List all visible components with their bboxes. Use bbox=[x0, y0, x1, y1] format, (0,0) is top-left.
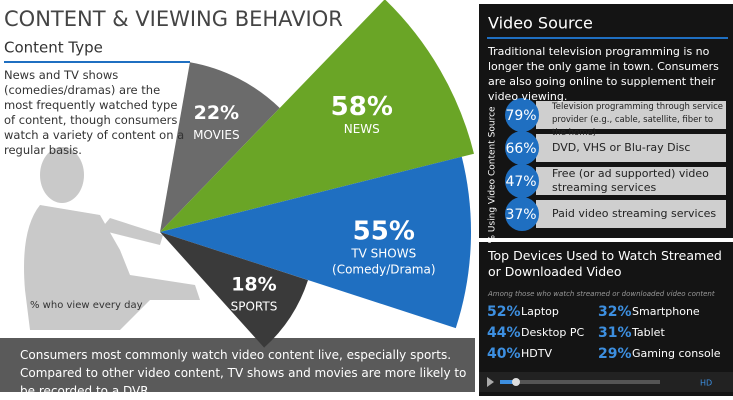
bar-label: Paid video streaming services bbox=[552, 207, 717, 220]
sector bbox=[160, 0, 474, 232]
sector bbox=[160, 232, 308, 348]
sector-label: NEWS bbox=[344, 122, 380, 136]
bar-bg bbox=[536, 134, 726, 162]
stat-label: HDTV bbox=[521, 347, 552, 360]
sector bbox=[160, 62, 280, 232]
stat-value: 40% bbox=[487, 346, 521, 362]
divider bbox=[479, 238, 733, 242]
value-circle bbox=[505, 164, 539, 198]
value-circle bbox=[505, 197, 539, 231]
value-label: 47% bbox=[505, 174, 536, 190]
bar-bg bbox=[536, 167, 726, 195]
value-circle bbox=[505, 98, 539, 132]
panel-subtitle: Traditional television programming is no… bbox=[488, 45, 719, 103]
value-label: 37% bbox=[505, 207, 536, 223]
description: News and TV shows (comedies/dramas) are … bbox=[4, 68, 185, 157]
sector-label: TV SHOWS bbox=[350, 246, 416, 260]
panel-title: Top Devices Used to Watch Streamed or Do… bbox=[488, 248, 722, 279]
stat-value: 44% bbox=[487, 325, 521, 341]
stat-label: Gaming console bbox=[632, 347, 721, 360]
bar-label: Television programming through service p… bbox=[552, 102, 723, 138]
sector-sublabel: (Comedy/Drama) bbox=[332, 262, 436, 276]
silhouette bbox=[24, 147, 200, 330]
panel-subtitle: Among those who watch streamed or downlo… bbox=[488, 290, 715, 298]
stat-value: 29% bbox=[598, 346, 632, 362]
sector-value: 22% bbox=[194, 102, 239, 124]
svg-text:HD: HD bbox=[700, 379, 712, 388]
stat-value: 32% bbox=[598, 304, 632, 320]
page-title: CONTENT & VIEWING BEHAVIOR bbox=[4, 7, 343, 31]
value-circle bbox=[505, 131, 539, 165]
sector-value: 55% bbox=[353, 216, 415, 246]
section-title: Content Type bbox=[4, 39, 103, 57]
value-label: 79% bbox=[505, 108, 536, 124]
stat-label: Smartphone bbox=[632, 305, 700, 318]
stat-label: Laptop bbox=[521, 305, 559, 318]
player-bar: HD bbox=[479, 372, 733, 392]
stat-value: 52% bbox=[487, 304, 521, 320]
bar-label: DVD, VHS or Blu-ray Disc bbox=[552, 141, 691, 154]
value-label: 66% bbox=[505, 141, 536, 157]
axis-label: % Using Video Content Source bbox=[488, 106, 498, 244]
note: % who view every day bbox=[30, 300, 143, 311]
stat-label: Tablet bbox=[631, 326, 665, 339]
stat-value: 31% bbox=[598, 325, 632, 341]
footer-text: Consumers most commonly watch video cont… bbox=[20, 348, 467, 398]
sector-label: MOVIES bbox=[193, 128, 240, 142]
bar-bg bbox=[536, 101, 726, 129]
sector-label: SPORTS bbox=[231, 300, 278, 314]
panel-title: Video Source bbox=[488, 14, 593, 33]
sector-value: 18% bbox=[231, 274, 276, 296]
bar-bg bbox=[536, 200, 726, 228]
stat-label: Desktop PC bbox=[521, 326, 584, 339]
footer-bg bbox=[0, 338, 475, 392]
sector bbox=[160, 156, 471, 329]
sector-value: 58% bbox=[331, 92, 393, 122]
bar-label: Free (or ad supported) video streaming s… bbox=[552, 167, 709, 194]
